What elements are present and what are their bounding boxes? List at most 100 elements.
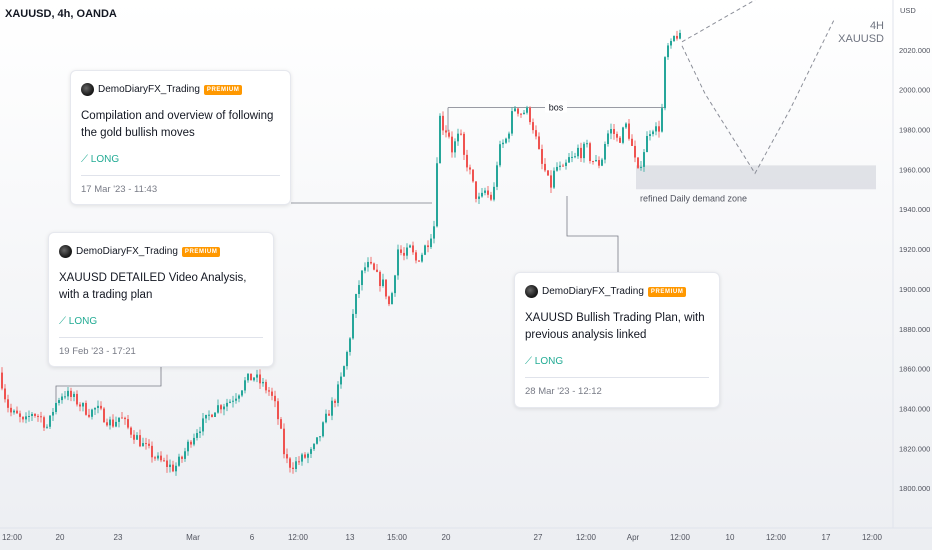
watermark-timeframe: 4H — [869, 20, 884, 32]
author-name[interactable]: DemoDiaryFX_Trading — [542, 286, 644, 297]
candle-body — [58, 400, 60, 403]
candle-body — [121, 417, 123, 419]
time-tick-label: 15:00 — [387, 533, 408, 542]
candle-body — [319, 436, 321, 438]
demand-zone-label: refined Daily demand zone — [640, 193, 747, 203]
candle-body — [130, 427, 132, 435]
candle-body — [619, 137, 621, 143]
candle-body — [34, 413, 36, 416]
candle-body — [298, 461, 300, 463]
idea-card[interactable]: DemoDiaryFX_Trading PREMIUM Compilation … — [70, 70, 291, 205]
candle-body — [346, 351, 348, 367]
avatar[interactable] — [81, 83, 94, 96]
candle-body — [511, 111, 513, 134]
candle-body — [4, 388, 6, 400]
symbol-title: XAUUSD, 4h, OANDA — [5, 8, 117, 20]
avatar[interactable] — [59, 245, 72, 258]
candle-body — [178, 456, 180, 466]
candle-body — [382, 279, 384, 286]
candle-body — [679, 32, 681, 39]
candle-body — [316, 437, 318, 444]
candle-body — [625, 123, 627, 128]
candle-body — [235, 398, 237, 401]
author-name[interactable]: DemoDiaryFX_Trading — [76, 246, 178, 257]
candle-body — [583, 143, 585, 159]
candle-body — [7, 399, 9, 408]
candle-body — [304, 454, 306, 458]
candle-body — [211, 414, 213, 417]
candle-body — [607, 133, 609, 145]
candle-body — [490, 194, 492, 200]
candle-body — [52, 411, 54, 416]
price-tick-label: 1860.000 — [899, 365, 930, 374]
candle-body — [403, 252, 405, 256]
candle-body — [49, 415, 51, 427]
candle-body — [88, 414, 90, 417]
demand-zone — [636, 165, 876, 190]
premium-badge: PREMIUM — [203, 84, 243, 95]
candle-body — [37, 415, 39, 417]
candle-body — [571, 156, 573, 158]
price-tick-label: 1920.000 — [899, 245, 930, 254]
candle-body — [331, 400, 333, 416]
idea-title[interactable]: XAUUSD Bullish Trading Plan, with previo… — [525, 312, 705, 341]
candle-body — [340, 376, 342, 385]
direction-label: ⟋ LONG — [525, 356, 709, 367]
candle-body — [286, 454, 288, 459]
idea-card[interactable]: DemoDiaryFX_Trading PREMIUM XAUUSD DETAI… — [48, 232, 274, 367]
candle-body — [673, 35, 675, 42]
candle-body — [472, 169, 474, 182]
premium-badge: PREMIUM — [647, 286, 687, 297]
candle-body — [433, 226, 435, 239]
candle-body — [64, 396, 66, 398]
candle-body — [418, 260, 420, 262]
time-tick-label: 12:00 — [576, 533, 597, 542]
candle-body — [271, 391, 273, 396]
price-tick-label: 1980.000 — [899, 126, 930, 135]
candle-body — [652, 131, 654, 135]
candle-body — [97, 405, 99, 409]
candle-body — [268, 390, 270, 392]
time-tick-label: Apr — [627, 533, 640, 542]
idea-title[interactable]: Compilation and overview of following th… — [81, 110, 274, 139]
idea-card[interactable]: DemoDiaryFX_Trading PREMIUM XAUUSD Bulli… — [514, 272, 720, 408]
candle-body — [604, 144, 606, 160]
candle-body — [676, 35, 678, 39]
watermark: 4H XAUUSD — [838, 20, 884, 46]
candle-body — [562, 165, 564, 167]
candle-body — [556, 166, 558, 171]
candle-body — [184, 451, 186, 459]
candle-body — [259, 374, 261, 384]
candle-body — [187, 441, 189, 452]
candle-body — [427, 245, 429, 248]
idea-title[interactable]: XAUUSD DETAILED Video Analysis, with a t… — [59, 272, 247, 301]
candle-body — [148, 443, 150, 446]
candle-body — [262, 381, 264, 384]
candle-body — [424, 245, 426, 255]
candle-body — [133, 434, 135, 440]
candle-body — [313, 443, 315, 450]
candle-body — [355, 294, 357, 314]
candle-body — [517, 108, 519, 114]
candle-body — [55, 402, 57, 412]
time-tick-label: 10 — [726, 533, 735, 542]
candle-body — [646, 135, 648, 153]
candle-body — [367, 261, 369, 268]
candle-body — [661, 108, 663, 132]
candle-body — [337, 384, 339, 403]
candle-body — [580, 147, 582, 159]
candle-body — [634, 145, 636, 158]
time-tick-label: 27 — [534, 533, 543, 542]
candle-body — [289, 458, 291, 468]
avatar[interactable] — [525, 285, 538, 298]
candle-body — [139, 435, 141, 447]
candle-body — [172, 464, 174, 472]
price-tick-label: 1880.000 — [899, 325, 930, 334]
candle-body — [232, 400, 234, 402]
candle-body — [385, 279, 387, 297]
candle-body — [577, 147, 579, 157]
candle-body — [310, 449, 312, 454]
author-name[interactable]: DemoDiaryFX_Trading — [98, 84, 200, 95]
price-tick-label: 1820.000 — [899, 444, 930, 453]
candle-body — [190, 441, 192, 445]
